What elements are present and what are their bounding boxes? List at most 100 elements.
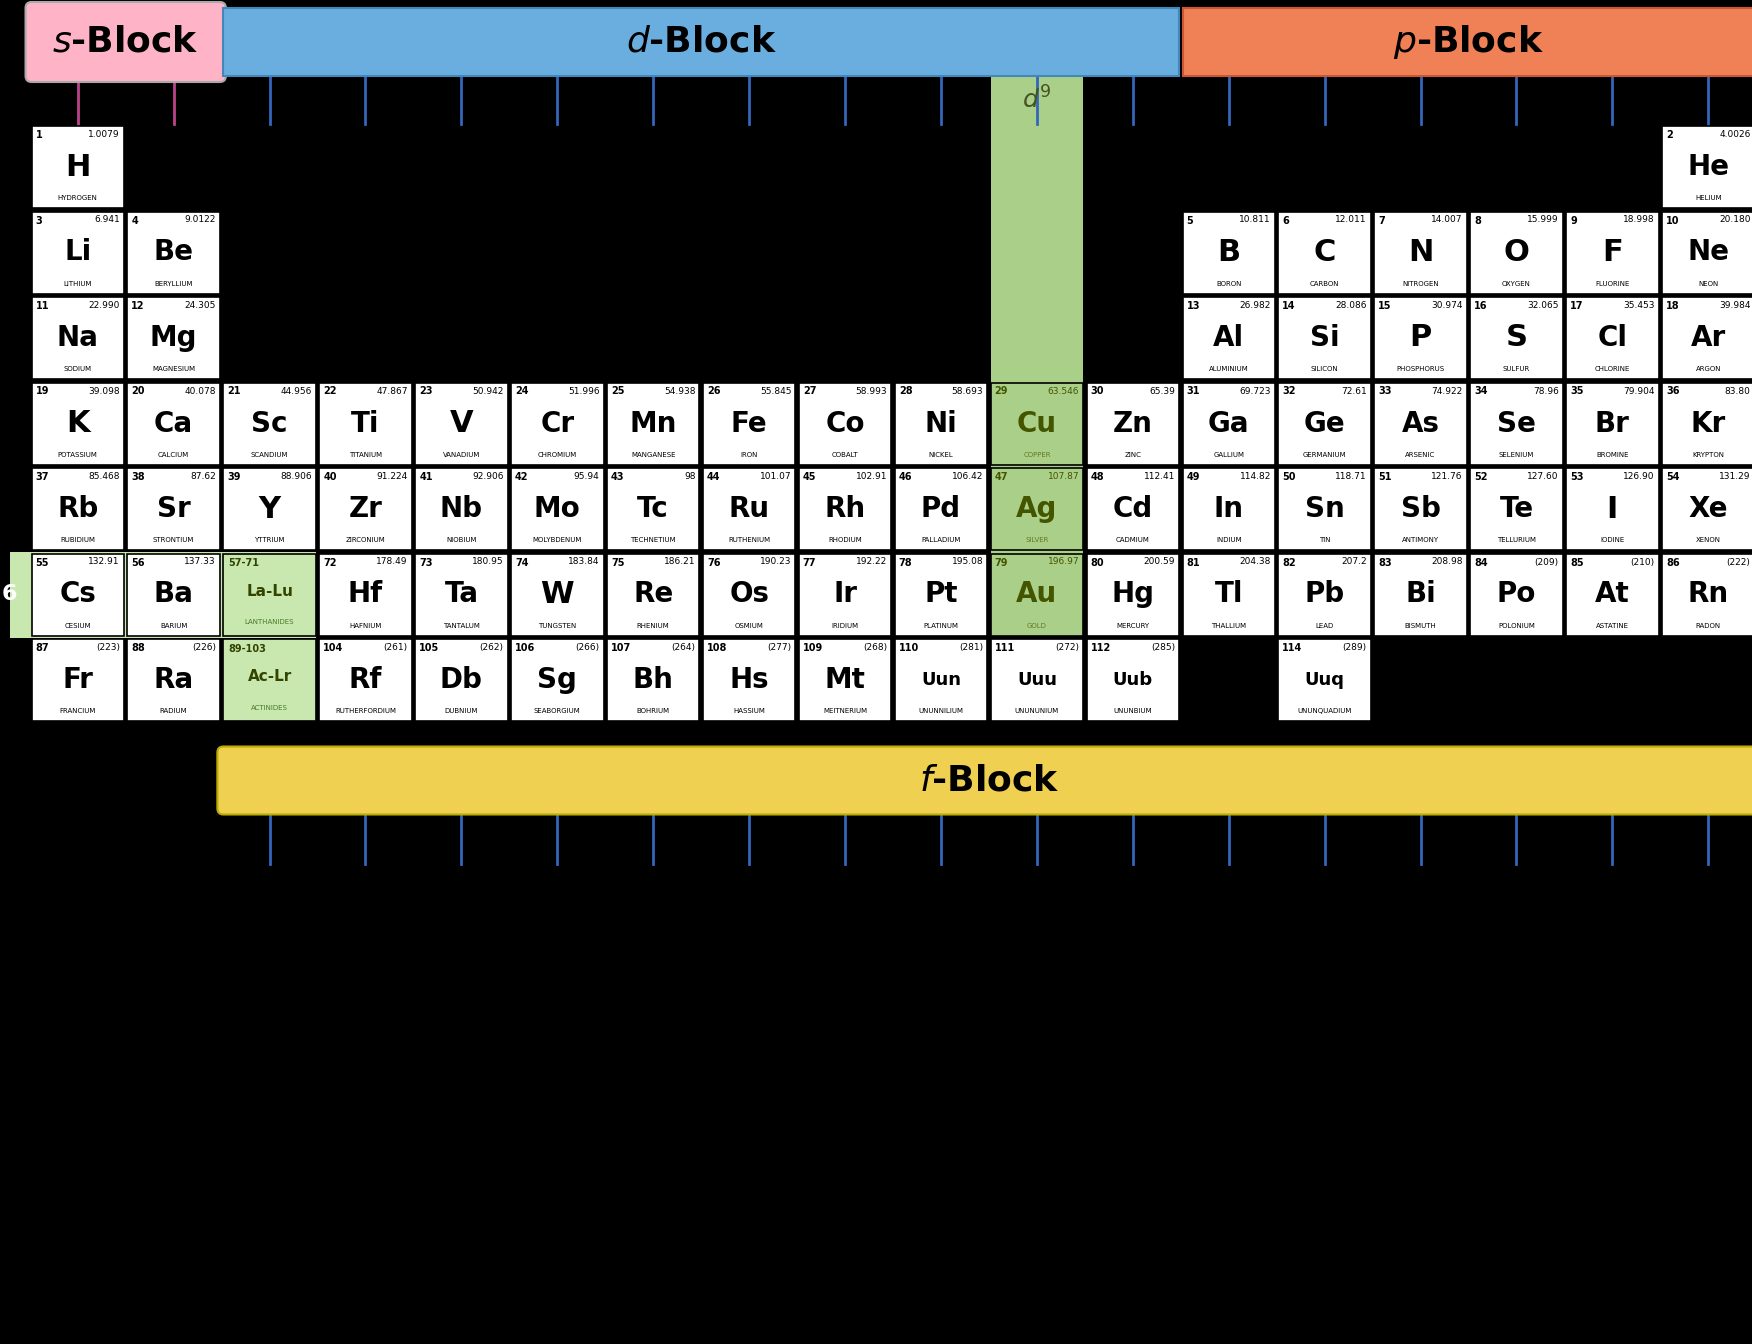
Text: Cs: Cs	[60, 581, 96, 609]
Text: 24.305: 24.305	[184, 301, 215, 310]
Bar	[319, 554, 412, 636]
Bar	[990, 554, 1083, 636]
Text: 42: 42	[515, 472, 529, 482]
Text: K: K	[67, 409, 89, 438]
Bar	[223, 468, 315, 550]
Text: YTTRIUM: YTTRIUM	[254, 538, 286, 543]
Text: 78.96: 78.96	[1533, 387, 1559, 395]
Text: I: I	[1607, 495, 1619, 524]
Text: FRANCIUM: FRANCIUM	[60, 708, 96, 714]
Text: RUTHERFORDIUM: RUTHERFORDIUM	[335, 708, 396, 714]
Text: 87.62: 87.62	[191, 472, 215, 481]
Text: 87: 87	[35, 642, 49, 653]
Text: 107: 107	[611, 642, 631, 653]
Text: 28.086: 28.086	[1335, 301, 1367, 310]
Text: (226): (226)	[193, 642, 215, 652]
Text: 48: 48	[1090, 472, 1104, 482]
Bar	[1086, 468, 1179, 550]
Text: 79.904: 79.904	[1622, 387, 1654, 395]
Text: ZINC: ZINC	[1125, 452, 1141, 458]
Text: 44: 44	[706, 472, 720, 482]
Text: IRON: IRON	[741, 452, 759, 458]
Text: S: S	[1505, 324, 1528, 352]
Text: 4.0026: 4.0026	[1719, 130, 1750, 138]
Text: 3: 3	[35, 215, 42, 226]
Text: (223): (223)	[96, 642, 119, 652]
Text: 28: 28	[899, 387, 913, 396]
Text: 40.078: 40.078	[184, 387, 215, 395]
Text: SELENIUM: SELENIUM	[1498, 452, 1535, 458]
Text: Ar: Ar	[1691, 324, 1726, 352]
Text: $\it{p}$-Block: $\it{p}$-Block	[1393, 23, 1544, 60]
Text: Mn: Mn	[629, 410, 676, 438]
Text: LANTHANIDES: LANTHANIDES	[245, 620, 294, 625]
Text: CARBON: CARBON	[1310, 281, 1339, 286]
Text: Hs: Hs	[729, 667, 769, 694]
Text: 34: 34	[1473, 387, 1487, 396]
Text: $\it{f}$-Block: $\it{f}$-Block	[918, 763, 1060, 797]
Bar	[990, 468, 1083, 550]
Bar	[1663, 211, 1752, 293]
Text: 200.59: 200.59	[1144, 558, 1176, 567]
Text: Na: Na	[56, 324, 98, 352]
Text: Ac-Lr: Ac-Lr	[247, 669, 291, 684]
Text: 44.956: 44.956	[280, 387, 312, 395]
Text: RHENIUM: RHENIUM	[636, 622, 669, 629]
Bar	[703, 468, 795, 550]
Bar	[128, 383, 219, 465]
Text: 83.80: 83.80	[1724, 387, 1750, 395]
Text: 118.71: 118.71	[1335, 472, 1367, 481]
Text: 31: 31	[1186, 387, 1200, 396]
Text: Cl: Cl	[1598, 324, 1628, 352]
Text: Be: Be	[154, 238, 194, 266]
Text: XENON: XENON	[1696, 538, 1720, 543]
Text: TELLURIUM: TELLURIUM	[1496, 538, 1537, 543]
Text: Au: Au	[1016, 581, 1058, 609]
Bar	[128, 297, 219, 379]
Text: Rb: Rb	[58, 495, 98, 523]
Bar	[799, 383, 892, 465]
Text: 55.845: 55.845	[760, 387, 792, 395]
Text: Tl: Tl	[1214, 581, 1242, 609]
Text: P: P	[1409, 324, 1431, 352]
Text: Ta: Ta	[445, 581, 478, 609]
Text: 72.61: 72.61	[1340, 387, 1367, 395]
Text: RUBIDIUM: RUBIDIUM	[60, 538, 95, 543]
Text: UNUNQUADIUM: UNUNQUADIUM	[1298, 708, 1353, 714]
Bar	[1566, 297, 1659, 379]
Text: 23: 23	[419, 387, 433, 396]
Text: Pd: Pd	[922, 495, 962, 523]
Text: 17: 17	[1570, 301, 1584, 310]
Text: 39.098: 39.098	[88, 387, 119, 395]
Text: Rn: Rn	[1687, 581, 1729, 609]
Text: 2: 2	[1666, 130, 1673, 140]
Text: 22.990: 22.990	[89, 301, 119, 310]
Bar	[1183, 383, 1275, 465]
Text: LITHIUM: LITHIUM	[63, 281, 93, 286]
Bar	[512, 638, 603, 720]
Bar	[1183, 8, 1752, 77]
Text: TITANIUM: TITANIUM	[349, 452, 382, 458]
Text: PLATINUM: PLATINUM	[923, 622, 958, 629]
Text: 46: 46	[899, 472, 913, 482]
Text: 82: 82	[1282, 558, 1296, 567]
Text: Kr: Kr	[1691, 410, 1726, 438]
Text: Cu: Cu	[1016, 410, 1056, 438]
Text: RADON: RADON	[1696, 622, 1720, 629]
Bar	[1663, 554, 1752, 636]
Text: Uuq: Uuq	[1305, 671, 1344, 689]
Text: MAGNESIUM: MAGNESIUM	[152, 366, 194, 372]
Text: 121.76: 121.76	[1431, 472, 1463, 481]
Bar	[223, 383, 315, 465]
Text: MERCURY: MERCURY	[1116, 622, 1149, 629]
Text: 83: 83	[1379, 558, 1391, 567]
Text: W: W	[541, 581, 575, 609]
Text: NICKEL: NICKEL	[929, 452, 953, 458]
Text: GERMANIUM: GERMANIUM	[1303, 452, 1347, 458]
Text: 50.942: 50.942	[473, 387, 503, 395]
Text: Br: Br	[1594, 410, 1629, 438]
Text: CESIUM: CESIUM	[65, 622, 91, 629]
Bar	[703, 638, 795, 720]
Text: 132.91: 132.91	[88, 558, 119, 567]
Text: 114: 114	[1282, 642, 1303, 653]
